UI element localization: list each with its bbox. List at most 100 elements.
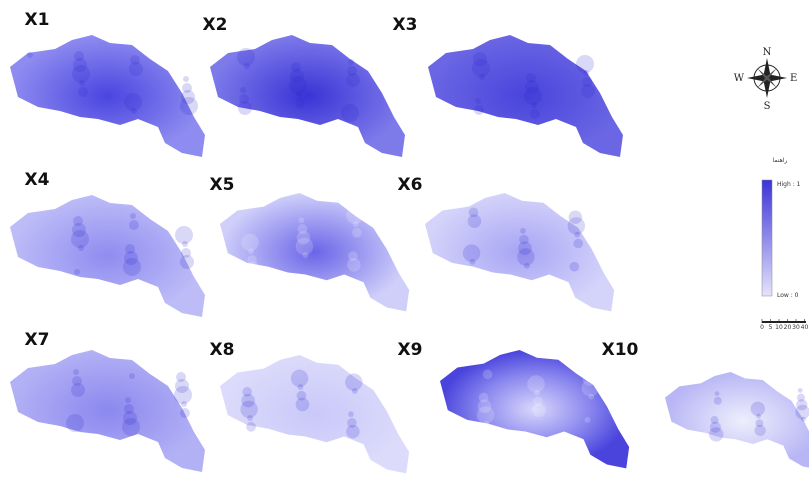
map-texture xyxy=(238,101,252,115)
map-texture xyxy=(297,224,308,234)
map-texture xyxy=(483,420,490,427)
panel-label: X10 xyxy=(602,340,639,360)
map-texture xyxy=(479,74,485,80)
map-texture xyxy=(129,62,143,76)
panel-label: X3 xyxy=(393,15,418,35)
map-texture xyxy=(527,375,545,393)
map-panel xyxy=(10,350,205,472)
map-texture xyxy=(346,73,360,87)
scale-bar: 0 5 10 20 30 40 xyxy=(760,319,808,331)
map-texture xyxy=(122,418,140,436)
map-texture xyxy=(125,397,131,403)
map-texture xyxy=(583,70,589,76)
map-texture xyxy=(181,248,191,258)
map-texture xyxy=(576,55,594,73)
map-texture xyxy=(796,399,808,411)
map-texture xyxy=(246,261,260,276)
map-texture xyxy=(176,372,186,382)
map-texture xyxy=(475,98,481,104)
map-texture xyxy=(526,73,536,83)
map-texture xyxy=(180,408,190,418)
map-texture xyxy=(795,404,809,420)
map-texture xyxy=(525,80,539,94)
map-texture xyxy=(183,76,189,82)
map-texture xyxy=(568,210,583,225)
map-texture xyxy=(71,383,85,397)
map-region xyxy=(10,350,205,472)
map-texture xyxy=(473,52,487,66)
map-texture xyxy=(123,411,137,425)
map-texture xyxy=(569,261,580,272)
map-region xyxy=(10,35,205,157)
map-texture xyxy=(78,87,88,97)
map-texture xyxy=(239,94,249,104)
map-texture xyxy=(467,214,482,228)
map-texture xyxy=(477,399,492,414)
map-texture xyxy=(520,227,526,234)
map-panel xyxy=(210,35,405,157)
map-texture xyxy=(346,424,360,439)
map-texture xyxy=(588,393,595,400)
map-texture xyxy=(73,369,79,375)
scale-bar-line xyxy=(762,321,806,323)
map-texture xyxy=(241,393,255,408)
map-texture xyxy=(78,245,84,251)
map-texture xyxy=(581,379,600,397)
map-texture xyxy=(241,233,259,252)
map-panel xyxy=(425,193,615,312)
panel-label: X5 xyxy=(210,175,235,195)
map-panel xyxy=(220,193,410,312)
map-texture xyxy=(462,244,481,262)
map-texture xyxy=(472,59,490,77)
map-texture xyxy=(756,413,761,419)
map-texture xyxy=(750,401,765,416)
map-texture xyxy=(240,400,258,419)
map-texture xyxy=(290,369,309,388)
map-texture xyxy=(290,69,304,83)
map-texture xyxy=(533,396,543,407)
map-texture xyxy=(72,223,86,237)
map-texture xyxy=(74,51,84,61)
compass-south: S xyxy=(764,101,771,112)
map-texture xyxy=(530,109,540,119)
scale-bar-label: 20 xyxy=(784,324,792,331)
map-texture xyxy=(797,388,803,393)
map-texture xyxy=(347,257,361,272)
map-texture xyxy=(125,244,135,254)
map-texture xyxy=(346,206,364,225)
map-texture xyxy=(534,389,540,396)
map-texture xyxy=(242,387,253,397)
map-panel xyxy=(665,372,809,470)
compass: N E S W xyxy=(734,47,798,112)
map-texture xyxy=(755,419,764,428)
map-texture xyxy=(182,83,192,93)
map-texture xyxy=(351,387,358,394)
compass-west: W xyxy=(734,73,745,84)
map-texture xyxy=(710,416,719,424)
map-panel xyxy=(10,35,205,157)
map-texture xyxy=(129,373,135,379)
map-texture xyxy=(582,77,592,87)
map-texture xyxy=(295,397,310,412)
map-texture xyxy=(129,220,139,230)
map-texture xyxy=(709,421,721,433)
panel-label: X4 xyxy=(25,170,50,190)
map-texture xyxy=(567,217,586,235)
map-texture xyxy=(72,65,90,83)
map-texture xyxy=(123,258,141,276)
map-texture xyxy=(289,76,307,94)
panels: X1 X2 X3 X4 X5 X6 X7 X8 X9 X10 xyxy=(10,10,809,474)
map-texture xyxy=(175,226,193,244)
legend-low: Low : 0 xyxy=(777,292,799,299)
map-texture xyxy=(482,369,493,380)
map-texture xyxy=(79,80,85,86)
compass-star-minor xyxy=(757,68,777,88)
scale-bar-label: 40 xyxy=(801,324,809,331)
map-texture xyxy=(302,252,309,258)
map-texture xyxy=(71,230,89,248)
map-texture xyxy=(341,104,359,122)
map-texture xyxy=(345,373,363,391)
legend-title: راهنما xyxy=(773,157,788,164)
compass-east: E xyxy=(790,73,797,84)
map-texture xyxy=(297,384,304,390)
